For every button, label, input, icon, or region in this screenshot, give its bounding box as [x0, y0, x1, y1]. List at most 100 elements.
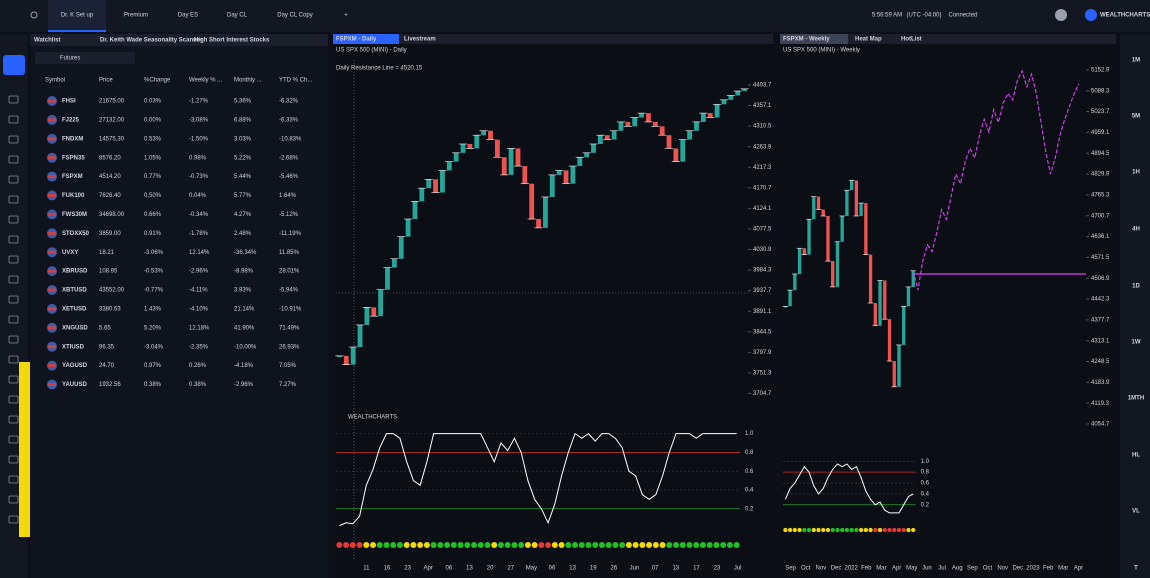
- cell[interactable]: XNGUSD: [62, 325, 88, 331]
- timeframe[interactable]: T: [1134, 566, 1138, 572]
- top-tab[interactable]: Day ES: [178, 13, 198, 19]
- watchlist-tab[interactable]: Watchlist: [34, 38, 60, 44]
- y-tick-label: 4700.7: [1091, 213, 1110, 219]
- timeframe[interactable]: 1W: [1132, 340, 1141, 346]
- weekly-active-tab[interactable]: [780, 34, 848, 44]
- chart-tab[interactable]: Livestream: [404, 37, 436, 43]
- cell[interactable]: FHSI: [62, 99, 76, 105]
- cell[interactable]: FSPXM: [62, 174, 83, 180]
- tool-icon[interactable]: [8, 455, 19, 464]
- cell[interactable]: FSPN35: [62, 155, 85, 161]
- cell: -3.08%: [189, 117, 209, 123]
- signal-dot: [816, 527, 821, 533]
- cell[interactable]: FJ225: [62, 117, 80, 123]
- tool-icon[interactable]: [8, 295, 19, 304]
- tool-icon[interactable]: [8, 375, 19, 384]
- signal-dot: [868, 527, 873, 533]
- signal-dot: [551, 542, 558, 548]
- x-tick-label: Nov: [997, 566, 1008, 572]
- chart-tab[interactable]: Heat Map: [855, 37, 882, 43]
- signal-dot: [686, 542, 693, 548]
- flag-stripes: [48, 175, 56, 179]
- cell[interactable]: XETUSD: [62, 306, 87, 312]
- cell[interactable]: FNDXM: [62, 136, 83, 142]
- tool-icon[interactable]: [8, 155, 19, 164]
- tool-icon[interactable]: [8, 335, 19, 344]
- timeframe[interactable]: 1D: [1132, 284, 1140, 290]
- candle: [788, 290, 792, 307]
- cell[interactable]: FUK100: [62, 193, 85, 199]
- cell[interactable]: YAGUSD: [62, 363, 88, 369]
- candle: [364, 307, 370, 325]
- tool-icon[interactable]: [8, 515, 19, 524]
- timeframe[interactable]: VL: [1132, 509, 1140, 515]
- list-name[interactable]: Futures: [60, 56, 80, 62]
- signal-dot: [558, 542, 565, 548]
- tool-icon[interactable]: [8, 435, 19, 444]
- signal-dot: [370, 542, 377, 548]
- candle: [405, 219, 411, 237]
- flag-stripes: [48, 269, 56, 273]
- tool-icon[interactable]: [8, 195, 19, 204]
- signal-dot: [625, 542, 632, 548]
- watchlist-tab[interactable]: High Short Interest Stocks: [194, 38, 270, 44]
- chart-tab[interactable]: FSPXM - Weekly: [783, 37, 830, 43]
- tool-icon[interactable]: [8, 115, 19, 124]
- cell: -0.73%: [189, 174, 209, 180]
- daily-active-tab[interactable]: [333, 34, 399, 44]
- tool-icon[interactable]: [8, 255, 19, 264]
- y-tick-label: 5152.9: [1091, 68, 1110, 74]
- signal-dot: [572, 542, 579, 548]
- top-tab[interactable]: +: [344, 13, 348, 19]
- cell[interactable]: UVXY: [62, 250, 78, 256]
- timeframe[interactable]: 1H: [1132, 170, 1140, 176]
- cell: -5.94%: [279, 288, 299, 294]
- top-tab[interactable]: Day CL: [227, 13, 248, 19]
- cell[interactable]: XBTUSD: [62, 288, 87, 294]
- tool-icon[interactable]: [8, 215, 19, 224]
- timeframe[interactable]: HL: [1132, 453, 1140, 459]
- signal-dot: [457, 542, 464, 548]
- timezone: (UTC -04:00): [906, 13, 941, 19]
- tool-icon[interactable]: [8, 495, 19, 504]
- oscillator-line: [784, 463, 914, 514]
- top-tab[interactable]: Premium: [124, 13, 148, 19]
- tool-icon[interactable]: [8, 135, 19, 144]
- cell: 0.04%: [189, 193, 207, 199]
- timeframe[interactable]: 5M: [1132, 114, 1140, 120]
- signal-dot: [873, 527, 878, 533]
- cell: -10.91%: [279, 306, 302, 312]
- cell: -4.11%: [189, 288, 208, 294]
- chart-tab[interactable]: HotList: [901, 37, 922, 43]
- tool-icon[interactable]: [8, 235, 19, 244]
- cell[interactable]: YAUUSD: [62, 382, 87, 388]
- avatar[interactable]: [1055, 9, 1067, 21]
- tool-icon[interactable]: [8, 395, 19, 404]
- candle: [673, 148, 679, 162]
- timeframe[interactable]: 1M: [1132, 58, 1140, 64]
- tool-icon[interactable]: [8, 355, 19, 364]
- cell[interactable]: XBRUSD: [62, 269, 88, 275]
- tool-icon[interactable]: [8, 95, 19, 104]
- cell[interactable]: STOXX50: [62, 231, 90, 237]
- cell[interactable]: FWS30M: [62, 212, 87, 218]
- tool-icon[interactable]: [8, 275, 19, 284]
- top-tab[interactable]: Dr. K Set up: [61, 13, 94, 19]
- tool-icon[interactable]: [8, 475, 19, 484]
- add-button[interactable]: [3, 55, 25, 75]
- cell: -36.34%: [234, 250, 257, 256]
- search-icon[interactable]: [30, 11, 38, 19]
- cell[interactable]: XTIUSD: [62, 344, 85, 350]
- chart-tab[interactable]: FSPXM - Daily: [336, 37, 377, 43]
- tool-icon[interactable]: [8, 175, 19, 184]
- timeframe[interactable]: 4H: [1132, 227, 1140, 233]
- tool-icon[interactable]: [8, 415, 19, 424]
- watchlist-tab[interactable]: Dr. Keith Wade Seasonality Scanner: [100, 38, 203, 44]
- candle: [742, 88, 747, 92]
- top-tab[interactable]: Day CL Copy: [277, 13, 312, 19]
- tool-icon[interactable]: [8, 315, 19, 324]
- timeframe[interactable]: 1MTH: [1128, 396, 1144, 402]
- list-select[interactable]: [35, 52, 135, 64]
- signal-dot: [417, 542, 424, 548]
- signal-dot: [430, 542, 437, 548]
